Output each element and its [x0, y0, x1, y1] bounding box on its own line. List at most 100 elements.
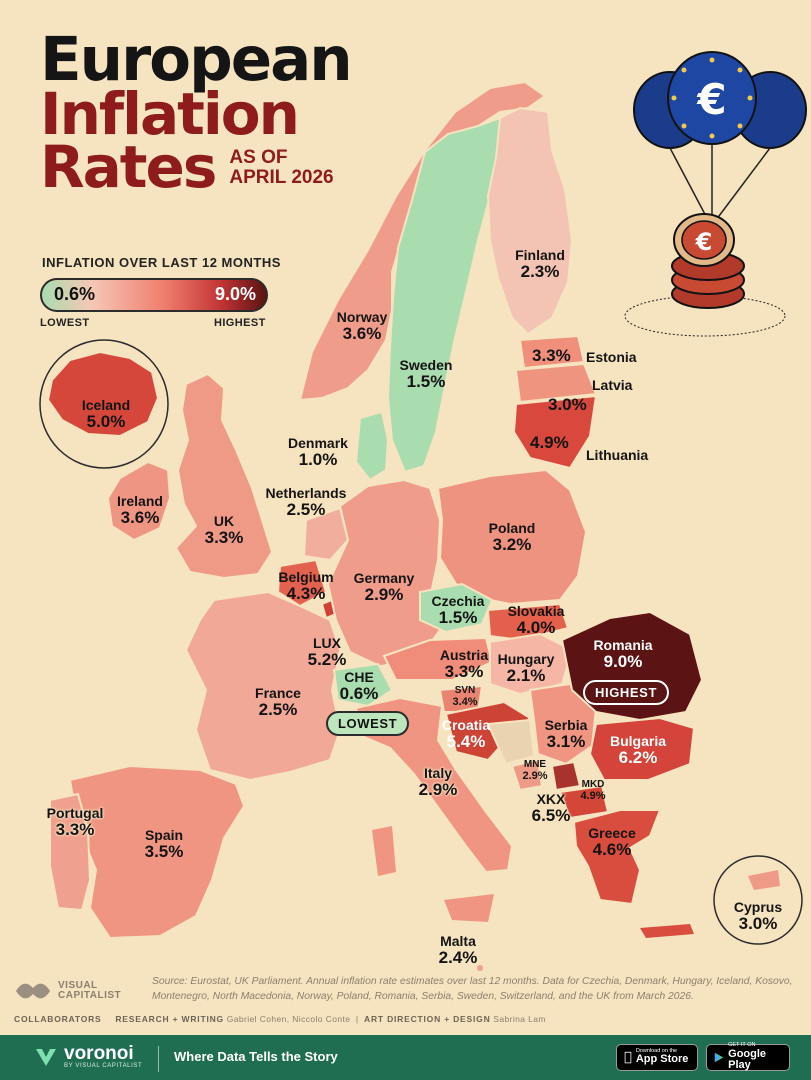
region-denmark — [354, 410, 390, 482]
voronoi-icon — [36, 1049, 56, 1067]
region-crete — [640, 924, 694, 938]
legend-title: INFLATION OVER LAST 12 MONTHS — [42, 255, 281, 270]
label-netherlands: Netherlands 2.5% — [265, 485, 347, 520]
region-hungary — [489, 632, 574, 696]
svg-text:€: € — [696, 75, 726, 124]
highest-badge: HIGHEST — [583, 680, 669, 705]
region-north-macedonia — [558, 784, 610, 820]
label-poland: Poland 3.2% — [488, 520, 536, 555]
as-of-date: AS OF APRIL 2026 — [229, 146, 334, 195]
visual-capitalist-icon — [16, 983, 50, 999]
region-kosovo — [550, 760, 582, 792]
label-hungary: Hungary 2.1% — [497, 651, 555, 686]
label-mkd: MKD 4.9% — [580, 779, 606, 802]
label-czechia: Czechia 1.5% — [431, 593, 485, 628]
research-label: RESEARCH + WRITING — [115, 1014, 224, 1024]
label-italy: Italy 2.9% — [418, 765, 458, 800]
label-lithuania-value: 4.9% — [530, 433, 569, 452]
region-netherlands — [302, 506, 350, 562]
region-norway — [298, 80, 547, 402]
google-play-button[interactable]: GET IT ON Google Play — [706, 1042, 790, 1072]
google-play-small-text: GET IT ON — [728, 1042, 756, 1049]
label-bulgaria: Bulgaria 6.2% — [609, 733, 666, 768]
label-finland: Finland 2.3% — [515, 247, 565, 282]
label-spain: Spain 3.5% — [144, 827, 184, 862]
label-mne: MNE 2.9% — [522, 759, 548, 782]
label-estonia-value: 3.3% — [532, 346, 571, 365]
label-ireland: Ireland 3.6% — [117, 493, 163, 528]
label-slovakia: Slovakia 4.0% — [507, 603, 565, 638]
legend-max-value: 9.0% — [214, 284, 256, 304]
label-serbia: Serbia 3.1% — [544, 717, 588, 752]
label-lithuania-name: Lithuania — [586, 447, 649, 463]
app-store-small-text: Download on the — [628, 1047, 677, 1054]
footer-tagline: Where Data Tells the Story — [174, 1049, 338, 1064]
label-estonia-name: Estonia — [586, 349, 637, 365]
svg-text:€: € — [695, 228, 713, 256]
publisher-line-1: VISUAL — [58, 979, 98, 991]
google-play-icon — [714, 1052, 724, 1063]
title-line-2: Inflation — [40, 80, 300, 149]
region-czechia — [419, 582, 494, 634]
voronoi-wordmark: voronoi — [64, 1043, 134, 1064]
label-cyprus: Cyprus 3.0% — [733, 899, 783, 934]
google-play-label: Google Play — [728, 1047, 767, 1072]
label-che: CHE 0.6% — [339, 669, 379, 704]
region-sweden — [386, 116, 501, 474]
region-latvia — [514, 362, 598, 404]
label-lux: LUX 5.2% — [307, 635, 347, 670]
label-austria: Austria 3.3% — [439, 647, 489, 682]
app-store-button[interactable]:  Download on the App Store — [616, 1044, 698, 1071]
as-of-value: APRIL 2026 — [229, 167, 334, 189]
legend-max-label: HIGHEST — [214, 317, 266, 329]
region-slovakia — [486, 602, 570, 642]
region-portugal — [49, 792, 92, 912]
label-xkx: XKX 6.5% — [531, 791, 571, 826]
region-sardinia — [372, 826, 396, 876]
voronoi-byline: BY VISUAL CAPITALIST — [64, 1063, 143, 1070]
iceland-ring — [39, 339, 169, 469]
region-lithuania — [512, 394, 598, 470]
label-latvia-name: Latvia — [592, 377, 633, 393]
as-of-label: AS OF — [229, 146, 288, 168]
title-line-1: European — [40, 24, 353, 95]
region-spain — [68, 764, 246, 940]
legend-min-label: LOWEST — [40, 317, 90, 329]
region-sicily — [444, 894, 494, 922]
label-greece: Greece 4.6% — [588, 825, 636, 860]
label-norway: Norway 3.6% — [336, 309, 388, 344]
region-uk — [174, 372, 274, 580]
publisher-line-2: CAPITALIST — [58, 990, 122, 1001]
region-finland — [486, 106, 574, 336]
region-iceland — [46, 350, 160, 438]
collaborators: COLLABORATORS RESEARCH + WRITING Gabriel… — [14, 1014, 546, 1024]
label-belgium: Belgium 4.3% — [278, 569, 334, 604]
title-block: European Inflation Rates AS OF APRIL 202… — [40, 24, 353, 202]
source-note: Source: Eurostat, UK Parliament. Annual … — [152, 976, 793, 1002]
label-sweden: Sweden 1.5% — [399, 357, 453, 392]
voronoi-logo[interactable]: voronoi BY VISUAL CAPITALIST — [34, 1043, 143, 1070]
visual-capitalist-logo: VISUAL CAPITALIST — [14, 976, 121, 1006]
region-ireland — [106, 460, 172, 542]
region-poland — [436, 468, 588, 606]
label-romania: Romania 9.0% — [593, 637, 653, 672]
region-italy — [354, 696, 514, 874]
label-denmark: Denmark 1.0% — [288, 435, 348, 470]
cyprus-ring — [713, 855, 803, 945]
footer-divider — [158, 1046, 159, 1072]
title-line-3: Rates — [40, 133, 217, 202]
research-names: Gabriel Cohen, Niccolo Conte — [226, 1014, 351, 1024]
label-croatia: Croatia 5.4% — [441, 717, 491, 752]
label-uk: UK 3.3% — [204, 513, 244, 548]
legend-gradient-bar: 0.6% 9.0% — [40, 278, 268, 312]
label-iceland: Iceland 5.0% — [81, 397, 131, 432]
label-latvia-value: 3.0% — [548, 395, 587, 414]
design-names: Sabrina Lam — [493, 1014, 546, 1024]
label-germany: Germany 2.9% — [353, 570, 415, 605]
label-svn: SVN 3.4% — [452, 685, 478, 708]
region-france — [184, 590, 342, 782]
region-switzerland — [332, 662, 394, 708]
label-france: France 2.5% — [255, 685, 301, 720]
